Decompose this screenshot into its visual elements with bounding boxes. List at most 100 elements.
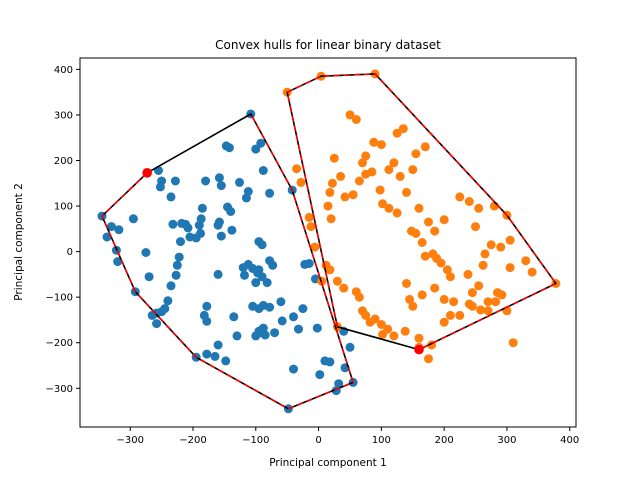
data-point-1-98 [384,165,394,175]
data-point-1-13 [521,256,531,266]
data-point-0-57 [202,349,212,359]
data-point-0-14 [168,219,178,229]
y-axis-label: Principal component 2 [13,183,25,301]
data-point-1-41 [336,171,346,181]
data-point-1-79 [430,283,440,293]
plot-area [97,69,561,414]
data-point-1-22 [463,269,473,279]
data-point-0-2 [106,222,116,232]
data-point-0-13 [166,192,176,202]
data-point-1-45 [323,201,333,211]
data-point-1-71 [455,310,465,320]
data-point-1-31 [407,226,416,236]
data-point-1-6 [424,354,433,364]
data-point-0-93 [315,370,325,380]
data-point-1-105 [392,128,402,138]
data-point-1-63 [376,320,386,329]
data-point-1-95 [402,187,411,197]
data-point-1-21 [467,288,477,298]
data-point-0-1 [102,232,112,242]
data-point-1-8 [508,338,518,348]
data-point-0-71 [257,272,267,282]
data-point-0-15 [170,176,180,186]
data-point-0-49 [166,281,176,291]
data-point-1-58 [354,292,364,302]
data-point-1-39 [348,190,358,200]
data-point-1-10 [474,203,484,213]
data-point-0-6 [128,214,138,224]
data-point-0-44 [177,218,187,228]
data-point-0-105 [232,331,242,341]
data-point-1-106 [398,124,408,134]
data-point-1-67 [414,333,424,343]
data-point-1-32 [392,208,402,218]
data-point-1-33 [384,203,394,213]
data-point-1-103 [351,115,361,124]
data-point-1-83 [474,281,484,291]
data-point-0-95 [325,357,335,367]
data-point-1-55 [332,276,342,286]
data-point-0-86 [276,297,286,307]
y-tick-label--200: −200 [46,338,73,349]
data-point-0-22 [235,177,244,187]
data-point-1-108 [420,142,430,152]
data-point-0-17 [214,173,224,183]
x-tick-label-100: 100 [372,435,391,446]
hull-overlay-1 [286,73,558,351]
data-point-1-40 [340,192,350,202]
data-point-0-80 [265,302,275,312]
data-point-1-84 [478,260,488,270]
data-point-1-43 [327,178,337,188]
data-point-1-92 [430,226,440,236]
data-point-1-109 [408,165,418,175]
data-point-1-69 [439,317,449,327]
data-point-1-102 [358,158,367,168]
data-point-1-49 [304,212,314,222]
data-point-0-92 [312,323,322,333]
data-point-0-35 [213,220,223,230]
data-point-1-73 [476,305,486,315]
y-tick-label--300: −300 [46,384,73,395]
data-point-0-48 [171,270,181,280]
data-point-1-28 [420,251,430,261]
data-point-1-44 [325,187,335,197]
data-point-0-104 [251,278,261,288]
data-point-1-23 [445,272,455,282]
data-point-1-62 [370,314,380,324]
data-point-0-21 [227,225,237,235]
data-point-1-64 [383,324,393,334]
plot-frame [79,57,577,428]
x-tick-label-200: 200 [435,435,454,446]
data-point-1-35 [375,185,385,195]
data-point-0-16 [201,176,211,186]
data-point-1-97 [389,158,399,168]
red-marker-0 [142,168,152,178]
data-point-0-26 [256,138,266,148]
y-tick-label-100: 100 [54,202,73,213]
data-point-1-93 [424,217,433,227]
data-point-1-48 [296,177,306,187]
data-point-0-70 [254,265,264,275]
data-point-0-59 [221,356,231,366]
data-point-1-100 [369,137,379,147]
data-point-0-45 [176,237,185,247]
data-point-1-54 [325,265,335,275]
data-point-0-72 [262,278,272,288]
data-point-0-20 [226,207,236,216]
data-point-1-82 [464,299,474,309]
data-point-0-38 [194,220,204,230]
data-point-0-87 [289,312,298,322]
x-axis-label: Principal component 1 [269,457,387,469]
data-point-0-34 [216,231,226,241]
x-tick-label--200: −200 [179,435,206,446]
data-point-1-74 [483,297,493,307]
data-point-1-88 [471,222,480,232]
data-point-0-84 [270,328,280,338]
data-point-0-36 [197,203,207,213]
data-point-1-80 [439,294,449,304]
data-point-1-107 [411,149,421,159]
data-point-0-63 [202,316,212,326]
data-point-0-99 [345,342,355,352]
data-point-1-16 [505,263,515,273]
